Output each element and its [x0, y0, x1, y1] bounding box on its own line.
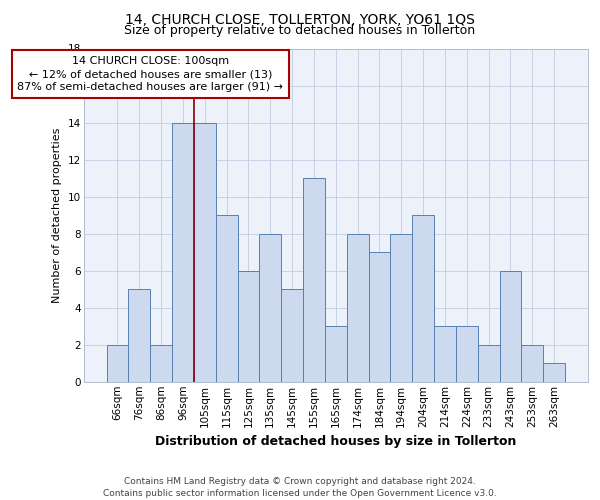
Bar	[194, 122, 216, 382]
Bar	[456, 326, 478, 382]
Bar	[325, 326, 347, 382]
Text: 14, CHURCH CLOSE, TOLLERTON, YORK, YO61 1QS: 14, CHURCH CLOSE, TOLLERTON, YORK, YO61 …	[125, 12, 475, 26]
Bar	[500, 270, 521, 382]
Bar	[434, 326, 456, 382]
Text: Size of property relative to detached houses in Tollerton: Size of property relative to detached ho…	[124, 24, 476, 37]
Bar	[347, 234, 368, 382]
Y-axis label: Number of detached properties: Number of detached properties	[52, 128, 62, 303]
X-axis label: Distribution of detached houses by size in Tollerton: Distribution of detached houses by size …	[155, 435, 517, 448]
Bar	[412, 215, 434, 382]
Bar	[259, 234, 281, 382]
Bar	[238, 270, 259, 382]
Text: 14 CHURCH CLOSE: 100sqm
← 12% of detached houses are smaller (13)
87% of semi-de: 14 CHURCH CLOSE: 100sqm ← 12% of detache…	[17, 56, 283, 92]
Bar	[303, 178, 325, 382]
Bar	[521, 344, 543, 382]
Bar	[216, 215, 238, 382]
Bar	[368, 252, 391, 382]
Bar	[128, 289, 150, 382]
Bar	[172, 122, 194, 382]
Bar	[107, 344, 128, 382]
Bar	[478, 344, 500, 382]
Bar	[543, 363, 565, 382]
Bar	[391, 234, 412, 382]
Bar	[281, 289, 303, 382]
Text: Contains HM Land Registry data © Crown copyright and database right 2024.
Contai: Contains HM Land Registry data © Crown c…	[103, 476, 497, 498]
Bar	[150, 344, 172, 382]
